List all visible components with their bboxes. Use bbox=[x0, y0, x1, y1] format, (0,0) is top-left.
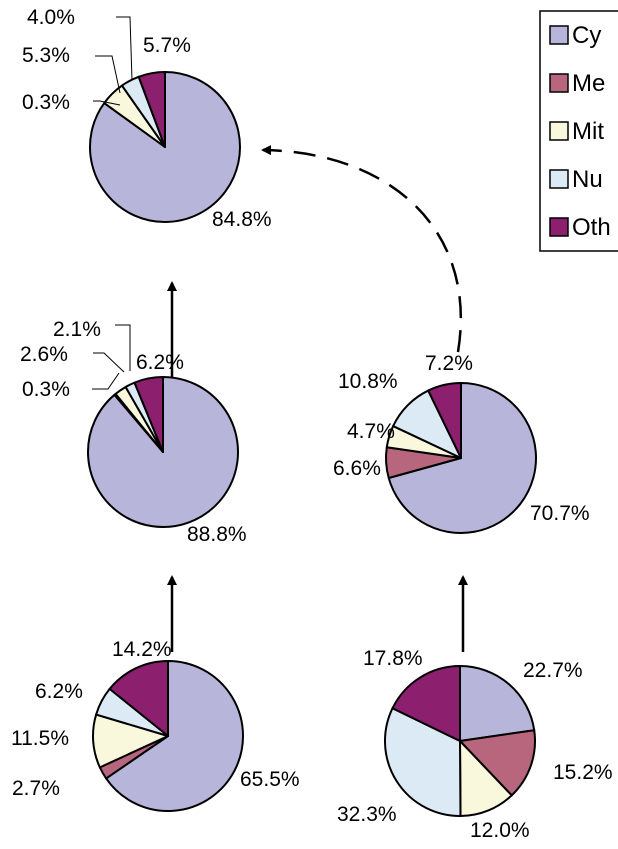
legend-item-membrane: Me bbox=[549, 70, 605, 97]
legend-item-mitochondria: Mit bbox=[549, 118, 604, 145]
label-middle-right-mitochondria: 4.7% bbox=[347, 420, 395, 443]
label-bottom-right-membrane: 15.2% bbox=[553, 761, 613, 784]
dashed-arrow-middle-right-to-top bbox=[261, 145, 463, 353]
label-bottom-left-membrane: 2.7% bbox=[12, 777, 60, 800]
legend-swatch-membrane bbox=[549, 73, 569, 93]
pie-middle-left bbox=[87, 376, 239, 528]
label-middle-left-nucleus: 2.1% bbox=[53, 318, 101, 341]
label-bottom-left-mitochondria: 11.5% bbox=[11, 727, 69, 750]
slice-bottom-right-nucleus bbox=[384, 707, 462, 818]
legend-swatch-cytoplasm bbox=[549, 25, 569, 45]
label-middle-right-other: 7.2% bbox=[425, 352, 473, 375]
slice-bottom-right-membrane bbox=[459, 729, 536, 797]
legend-label-membrane: Me bbox=[572, 70, 605, 97]
label-middle-left-membrane: 0.3% bbox=[22, 378, 70, 401]
legend-item-cytoplasm: Cy bbox=[549, 22, 601, 49]
label-bottom-left-cytoplasm: 65.5% bbox=[240, 768, 300, 791]
leader-top-extra-0 bbox=[93, 100, 121, 106]
slice-middle-left-cytoplasm bbox=[87, 376, 239, 528]
slice-bottom-left-cytoplasm bbox=[105, 660, 244, 812]
legend-label-other: Oth bbox=[572, 214, 611, 241]
leader-top-mitochondria bbox=[95, 55, 121, 94]
legend-label-nucleus: Nu bbox=[572, 166, 603, 193]
pie-bottom-right bbox=[384, 665, 536, 818]
pie-top bbox=[89, 71, 241, 223]
label-middle-left-mitochondria: 2.6% bbox=[20, 343, 68, 366]
label-bottom-right-mitochondria: 12.0% bbox=[470, 819, 530, 842]
leader-middle-left-nucleus bbox=[115, 324, 131, 371]
label-middle-left-other: 6.2% bbox=[136, 351, 184, 374]
slice-middle-left-other bbox=[133, 376, 164, 453]
slice-bottom-left-other bbox=[108, 660, 169, 737]
label-middle-right-cytoplasm: 70.7% bbox=[530, 502, 590, 525]
label-top-extra-0: 0.3% bbox=[22, 91, 70, 114]
labels-layer: 84.8% 5.3% 4.0% 5.7% 0.3% 88.8% 0.3% 2.6%2.1% 6.… bbox=[11, 6, 613, 842]
label-middle-right-nucleus: 10.8% bbox=[338, 370, 398, 393]
slice-middle-right-other bbox=[427, 382, 462, 459]
label-bottom-left-other: 14.2% bbox=[112, 638, 172, 661]
label-bottom-right-nucleus: 32.3% bbox=[337, 803, 397, 826]
label-bottom-right-cytoplasm: 22.7% bbox=[523, 659, 583, 682]
pie-middle-right bbox=[385, 382, 537, 534]
leader-top-nucleus bbox=[116, 16, 133, 81]
slice-bottom-right-other bbox=[391, 665, 461, 742]
legend-item-other: Oth bbox=[549, 214, 611, 241]
label-bottom-right-other: 17.8% bbox=[363, 647, 423, 670]
pies-layer bbox=[87, 71, 537, 818]
leader-middle-left-membrane bbox=[92, 372, 120, 390]
pie-bottom-left bbox=[92, 660, 244, 812]
legend-item-nucleus: Nu bbox=[549, 166, 603, 193]
label-top-mitochondria: 5.3% bbox=[22, 44, 70, 67]
legend-swatch-mitochondria bbox=[549, 121, 569, 141]
slice-middle-right-cytoplasm bbox=[387, 382, 537, 534]
legend-swatch-other bbox=[549, 217, 569, 237]
label-bottom-left-nucleus: 6.2% bbox=[35, 680, 83, 703]
legend-swatch-nucleus bbox=[549, 169, 569, 189]
legend-label-cytoplasm: Cy bbox=[572, 22, 601, 49]
slice-bottom-right-cytoplasm bbox=[459, 665, 536, 742]
label-top-other: 5.7% bbox=[143, 34, 191, 57]
legend: Cy Me Mit Nu Oth bbox=[539, 10, 618, 252]
label-middle-left-cytoplasm: 88.8% bbox=[187, 523, 247, 546]
leader-middle-left-mitochondria bbox=[93, 352, 125, 373]
slice-top-other bbox=[137, 71, 166, 148]
label-top-nucleus: 4.0% bbox=[27, 6, 75, 29]
legend-label-mitochondria: Mit bbox=[572, 118, 604, 145]
label-middle-right-membrane: 6.6% bbox=[333, 457, 381, 480]
label-top-cytoplasm: 84.8% bbox=[212, 208, 272, 231]
